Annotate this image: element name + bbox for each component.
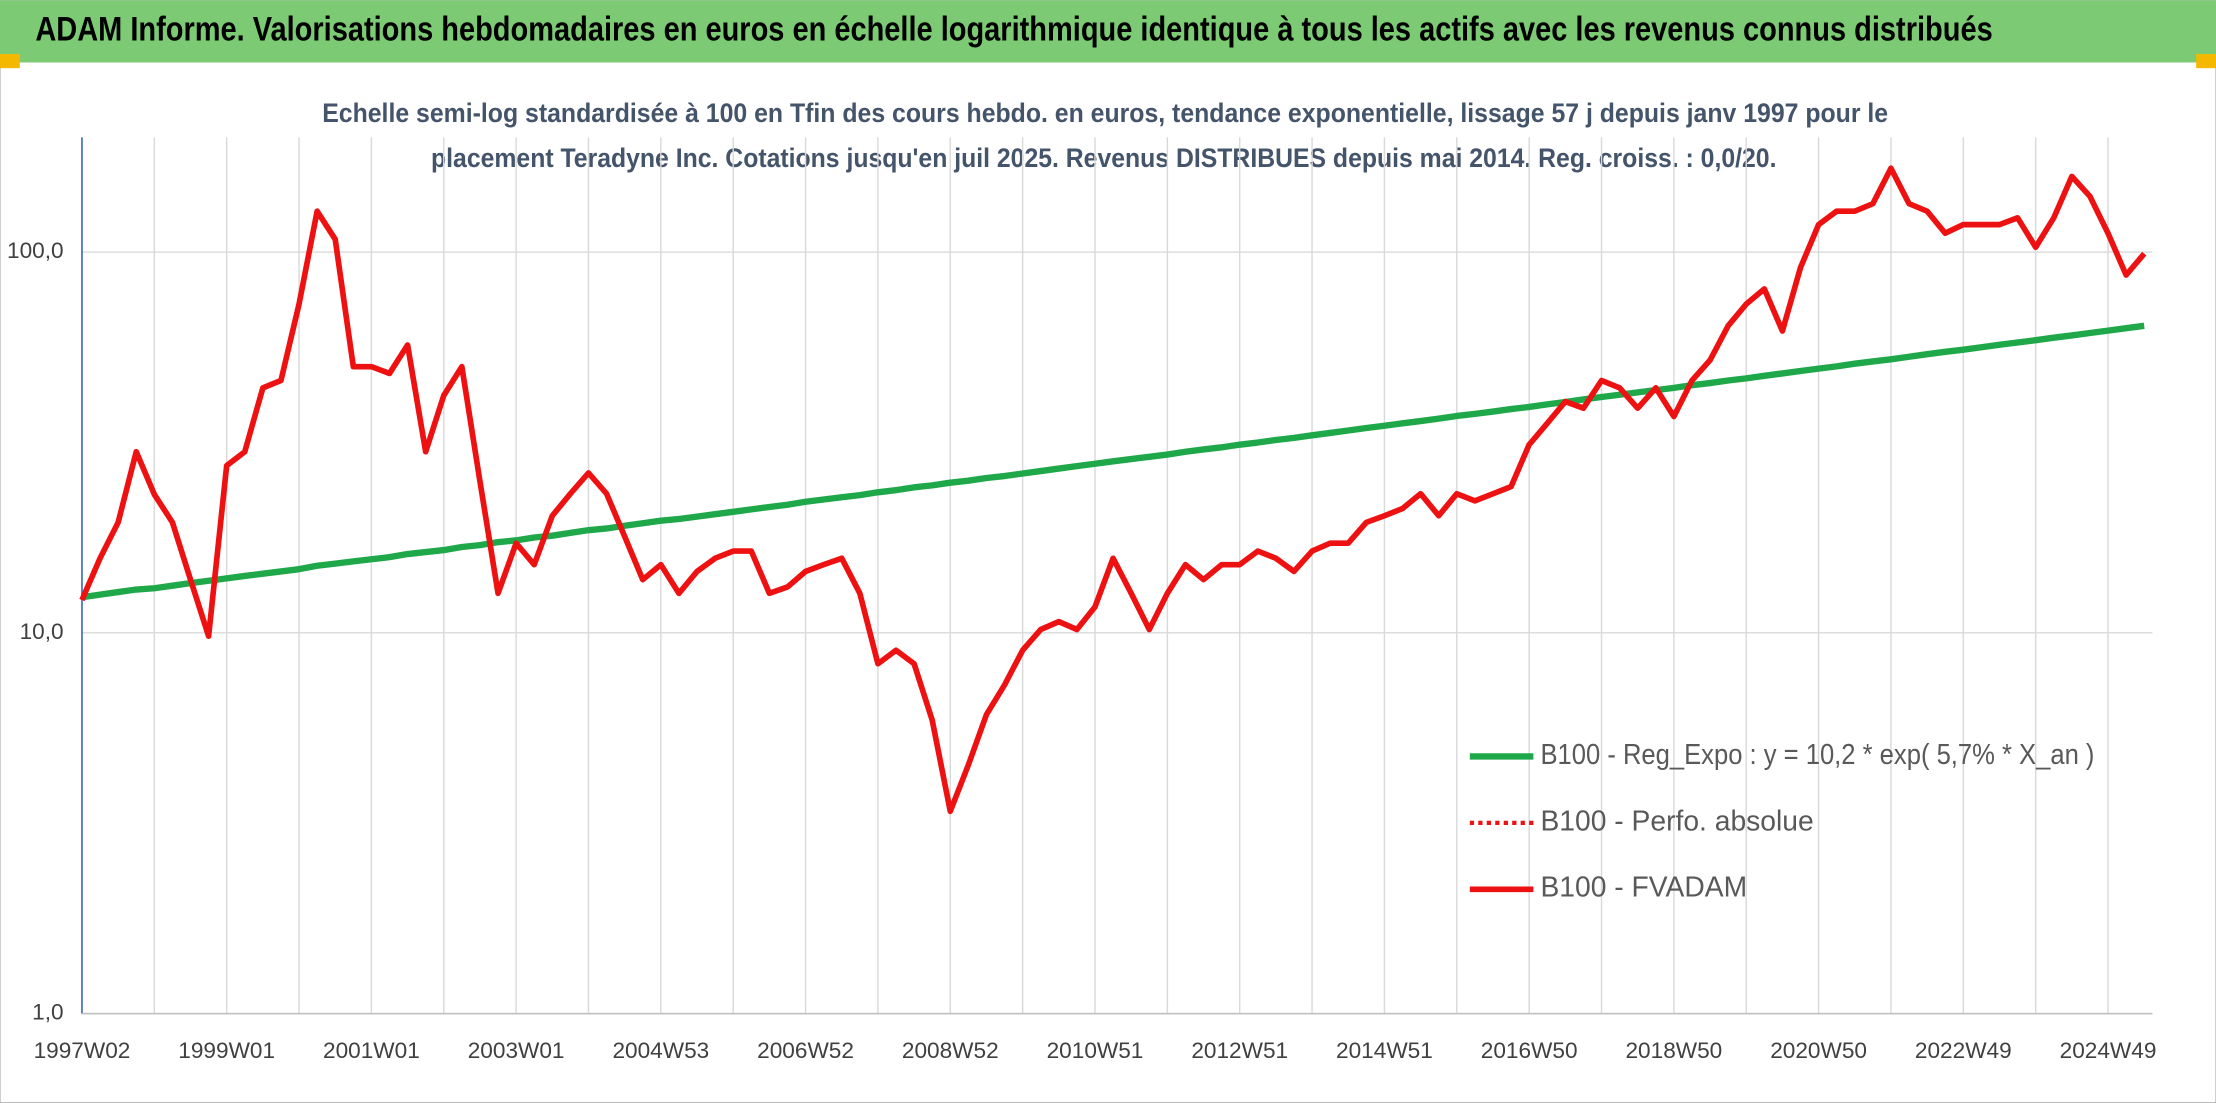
corner bbox=[0, 54, 20, 69]
x-tick-label: 1999W01 bbox=[178, 1038, 275, 1063]
x-tick-label: 2003W01 bbox=[468, 1038, 565, 1063]
legend-label: B100 - Perfo. absolue bbox=[1540, 804, 1813, 836]
x-tick-label: 2001W01 bbox=[323, 1038, 420, 1063]
x-tick-label: 2006W52 bbox=[757, 1038, 854, 1063]
corner bbox=[2196, 54, 2216, 69]
chart-subtitle: Echelle semi-log standardisée à 100 en T… bbox=[322, 98, 1888, 128]
x-tick-label: 2014W51 bbox=[1336, 1038, 1433, 1063]
chart-subtitle: placement Teradyne Inc. Cotations jusqu'… bbox=[431, 143, 1776, 173]
legend-label: B100 - Reg_Expo : y = 10,2 * exp( 5,7% *… bbox=[1540, 738, 2094, 770]
x-tick-label: 2016W50 bbox=[1481, 1038, 1578, 1063]
y-tick-label: 1,0 bbox=[32, 1000, 63, 1025]
chart-title: ADAM Informe. Valorisations hebdomadaire… bbox=[35, 10, 1992, 48]
x-tick-label: 2008W52 bbox=[902, 1038, 999, 1063]
x-tick-label: 2012W51 bbox=[1191, 1038, 1288, 1063]
x-tick-label: 2020W50 bbox=[1770, 1038, 1867, 1063]
x-tick-label: 2004W53 bbox=[612, 1038, 709, 1063]
x-tick-label: 2024W49 bbox=[2060, 1038, 2157, 1063]
x-tick-label: 2010W51 bbox=[1047, 1038, 1144, 1063]
x-tick-label: 2022W49 bbox=[1915, 1038, 2012, 1063]
series-line bbox=[79, 165, 2147, 815]
x-tick-label: 2018W50 bbox=[1625, 1038, 1722, 1063]
header-bar bbox=[0, 0, 2216, 63]
legend-label: B100 - FVADAM bbox=[1540, 871, 1747, 903]
x-tick-label: 1997W02 bbox=[34, 1038, 131, 1063]
y-tick-label: 10,0 bbox=[20, 619, 64, 644]
series-line bbox=[81, 322, 2145, 601]
y-tick-label: 100,0 bbox=[7, 238, 64, 263]
